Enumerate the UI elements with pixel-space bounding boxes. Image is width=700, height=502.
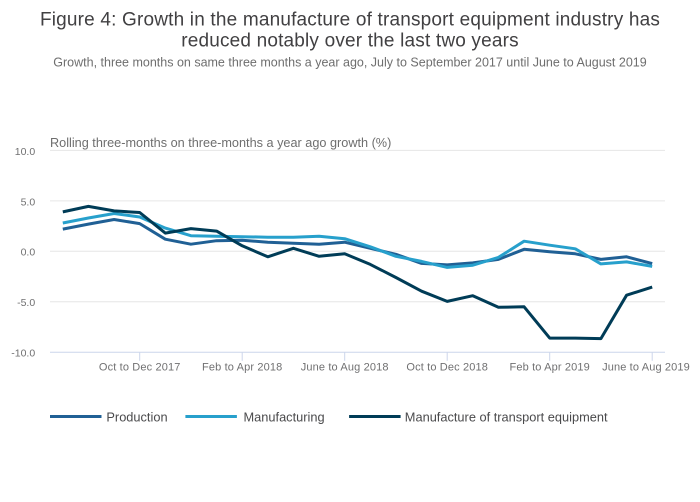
svg-text:10.0: 10.0 bbox=[15, 146, 36, 158]
svg-text:-5.0: -5.0 bbox=[17, 297, 35, 309]
svg-text:Figure 4: Growth in the manufa: Figure 4: Growth in the manufacture of t… bbox=[40, 10, 660, 31]
svg-text:-10.0: -10.0 bbox=[11, 348, 35, 360]
svg-text:June to Aug 2018: June to Aug 2018 bbox=[301, 362, 389, 374]
svg-text:Oct to Dec 2017: Oct to Dec 2017 bbox=[99, 362, 181, 374]
svg-text:June to Aug 2019: June to Aug 2019 bbox=[602, 362, 690, 374]
svg-text:Manufacturing: Manufacturing bbox=[244, 410, 325, 425]
svg-text:Production: Production bbox=[106, 410, 167, 425]
svg-text:0.0: 0.0 bbox=[21, 247, 36, 259]
svg-text:Manufacture of transport equip: Manufacture of transport equipment bbox=[405, 410, 608, 425]
svg-text:Growth, three months on same t: Growth, three months on same three month… bbox=[53, 55, 646, 69]
svg-text:Rolling three-months on three-: Rolling three-months on three-months a y… bbox=[50, 136, 391, 150]
svg-text:Feb to Apr 2019: Feb to Apr 2019 bbox=[510, 362, 590, 374]
svg-text:reduced notably over the last: reduced notably over the last two years bbox=[181, 31, 519, 52]
svg-text:Oct to Dec 2018: Oct to Dec 2018 bbox=[406, 362, 488, 374]
svg-text:5.0: 5.0 bbox=[21, 196, 36, 208]
svg-text:Feb to Apr 2018: Feb to Apr 2018 bbox=[202, 362, 282, 374]
